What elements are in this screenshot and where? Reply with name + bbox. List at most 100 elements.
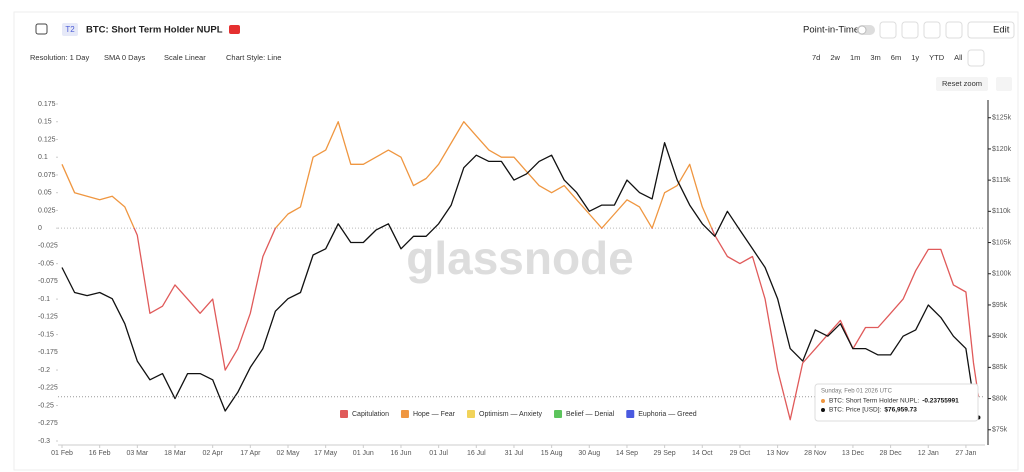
y-tick-label: 0.05 [38, 190, 52, 197]
tooltip-value: -0.23755991 [922, 398, 959, 405]
x-tick-label: 16 Jun [390, 450, 411, 457]
legend-label: Hope — Fear [413, 411, 456, 418]
x-tick-label: 17 May [314, 450, 337, 457]
reset-zoom[interactable]: Reset zoom [942, 79, 982, 88]
tooltip-date: Sunday, Feb 01 2026 UTC [821, 389, 893, 395]
x-tick-label: 16 Jul [467, 450, 486, 457]
y2-tick-label: $85k [992, 364, 1008, 371]
range-button[interactable]: YTD [929, 53, 945, 62]
tooltip-dot [821, 399, 825, 403]
copy-button[interactable] [945, 21, 963, 39]
x-tick-label: 28 Dec [879, 450, 902, 457]
range-button[interactable]: 7d [812, 53, 820, 62]
y-tick-label: 0.075 [38, 172, 56, 179]
y-tick-label: 0.1 [38, 154, 48, 161]
legend-label: Belief — Denial [566, 411, 615, 418]
series-line [61, 121, 980, 421]
tooltip-dot [821, 408, 825, 412]
x-tick-label: 02 Apr [203, 450, 224, 457]
range-button[interactable]: 1y [911, 53, 919, 62]
x-tick-label: 31 Jul [505, 450, 524, 457]
y-tick-label: -0.025 [38, 243, 58, 250]
y2-tick-label: $120k [992, 146, 1012, 153]
y-tick-label: -0.275 [38, 420, 58, 427]
x-tick-label: 18 Mar [164, 450, 186, 457]
x-tick-label: 13 Dec [842, 450, 865, 457]
y-tick-label: -0.125 [38, 314, 58, 321]
legend-swatch [626, 410, 635, 418]
y2-tick-label: $125k [992, 115, 1012, 122]
watermark: glassnode [406, 232, 634, 284]
resolution[interactable]: Resolution: 1 Day [30, 53, 89, 62]
legend-label: Capitulation [352, 411, 389, 418]
y2-tick-label: $115k [992, 177, 1011, 184]
y2-tick-label: $105k [992, 239, 1012, 246]
y-tick-label: -0.2 [38, 367, 50, 374]
range-buttons: 7d 2w 1m 3m 6m 1y YTD All [812, 53, 963, 62]
x-tick-label: 01 Feb [51, 450, 73, 457]
x-tick-label: 16 Feb [89, 450, 111, 457]
y-tick-label: -0.225 [38, 385, 58, 392]
y-tick-label: -0.3 [38, 438, 50, 445]
x-tick-label: 30 Aug [578, 450, 600, 457]
x-tick-label: 01 Jun [353, 450, 374, 457]
range-button[interactable]: All [954, 53, 963, 62]
edit-label[interactable]: Edit [993, 25, 1010, 36]
chart-style[interactable]: Chart Style: Line [226, 53, 281, 62]
sidebar-toggle[interactable] [35, 23, 48, 35]
y-tick-label: -0.25 [38, 402, 54, 409]
range-button[interactable]: 2w [830, 53, 840, 62]
y-tick-label: 0.175 [38, 101, 56, 108]
x-tick-label: 29 Oct [730, 450, 751, 457]
x-tick-label: 28 Nov [804, 450, 827, 457]
y-tick-label: 0 [38, 225, 42, 232]
y2-tick-label: $100k [992, 271, 1012, 278]
x-tick-label: 03 Mar [126, 450, 148, 457]
edit-button[interactable] [967, 21, 1015, 39]
calendar-button[interactable] [967, 49, 985, 67]
toggle-knob [857, 25, 867, 35]
alert-button[interactable] [901, 21, 919, 39]
x-tick-label: 17 Apr [240, 450, 261, 457]
x-tick-label: 01 Jul [429, 450, 448, 457]
y2-tick-label: $110k [992, 208, 1011, 215]
legend-label: Euphoria — Greed [638, 411, 696, 418]
x-tick-label: 15 Aug [541, 450, 563, 457]
y2-tick-label: $95k [992, 302, 1008, 309]
tooltip-label: BTC: Price [USD]: [829, 407, 882, 414]
tooltip-box [814, 383, 979, 422]
point-in-time: Point-in-Time [803, 25, 859, 36]
x-tick-label: 14 Sep [616, 450, 638, 457]
y-tick-label: -0.175 [38, 349, 58, 356]
y-tick-label: -0.075 [38, 278, 58, 285]
chart-title: BTC: Short Term Holder NUPL [86, 25, 223, 36]
range-button[interactable]: 1m [850, 53, 860, 62]
video-icon[interactable] [229, 25, 240, 34]
x-tick-label: 14 Oct [692, 450, 713, 457]
sma[interactable]: SMA 0 Days [104, 53, 146, 62]
series-line [61, 142, 980, 418]
x-tick-label: 12 Jan [918, 450, 939, 457]
tooltip-value: $76,959.73 [884, 407, 917, 414]
legend-swatch [467, 410, 475, 418]
y2-tick-label: $90k [992, 333, 1008, 340]
y-tick-label: 0.15 [38, 119, 52, 126]
range-button[interactable]: 6m [891, 53, 901, 62]
badge: T2 [65, 25, 75, 34]
legend-swatch [554, 410, 563, 418]
y-tick-label: -0.15 [38, 331, 54, 338]
legend-label: Optimism — Anxiety [479, 411, 543, 418]
share-button[interactable] [923, 21, 941, 39]
x-tick-label: 27 Jan [955, 450, 976, 457]
camera-button[interactable] [996, 77, 1012, 91]
reset-bg[interactable] [936, 77, 988, 91]
star-button[interactable] [879, 21, 897, 39]
scale[interactable]: Scale Linear [164, 53, 206, 62]
legend-swatch [340, 410, 348, 418]
range-button[interactable]: 3m [870, 53, 880, 62]
tooltip-label: BTC: Short Term Holder NUPL: [829, 398, 919, 405]
y-tick-label: 0.125 [38, 136, 56, 143]
y-tick-label: -0.05 [38, 260, 54, 267]
